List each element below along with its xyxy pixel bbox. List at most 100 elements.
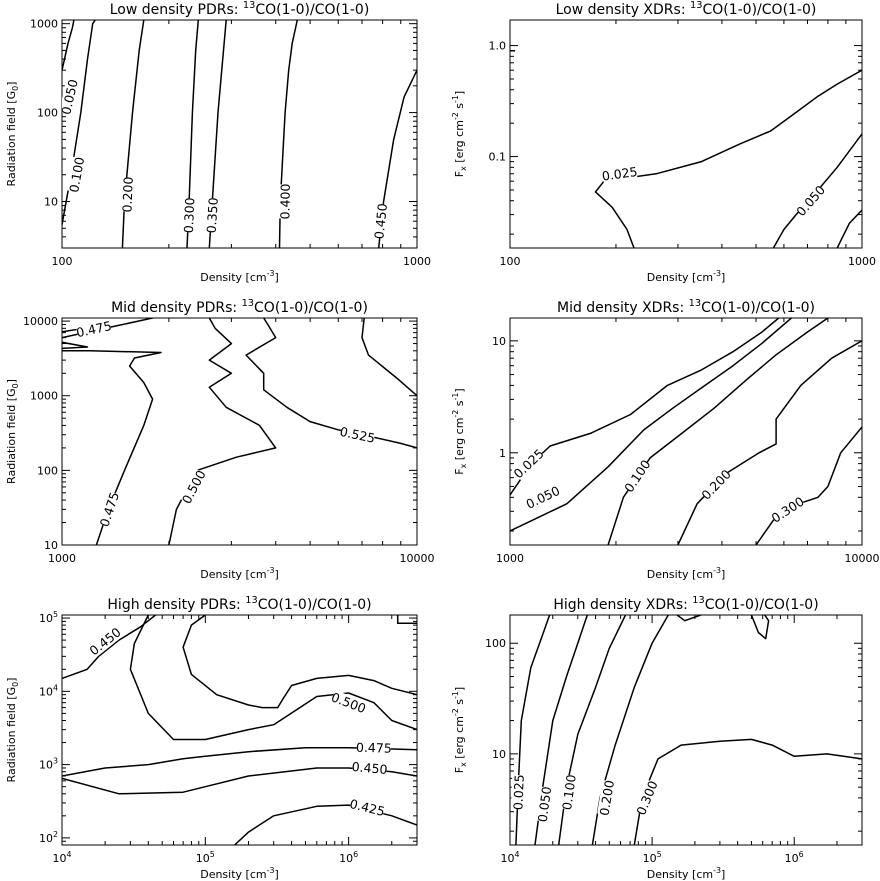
contour-label-bg [277, 184, 293, 219]
contour-label: 0.500 [179, 468, 209, 507]
contour-label-bg [601, 164, 638, 184]
contour-level-text: 0.300 [633, 778, 660, 817]
contour-label: 0.025 [601, 164, 639, 184]
contour-label-bg [524, 483, 562, 511]
contour-label: 0.400 [277, 183, 293, 219]
contour-line-0.500 [129, 615, 417, 741]
contour-label: 0.350 [204, 197, 221, 234]
y-tick-label: 100 [37, 107, 58, 120]
contour-line [836, 209, 862, 248]
x-tick-label: 1000 [496, 552, 524, 565]
x-tick-label: 10000 [845, 552, 880, 565]
contour-label: 0.450 [371, 203, 390, 240]
x-axis-label: Density [cm-3​] [647, 269, 726, 284]
x-tick-label: 1000 [848, 255, 876, 268]
y-tick-label: 103​ [39, 757, 58, 772]
plot-frame [509, 19, 863, 249]
contour-level-text: 0.350 [204, 197, 221, 234]
y-tick-label: 102​ [39, 830, 58, 845]
y-tick-label: 100 [485, 637, 506, 650]
contour-level-text: 0.200 [597, 779, 618, 817]
contour-level-text: 0.050 [793, 182, 828, 219]
contour-line [676, 615, 702, 622]
contour-level-text: 0.450 [371, 203, 390, 240]
contour-level-text: 0.425 [348, 796, 386, 819]
contour-label-bg [769, 494, 806, 525]
contour-line-0.050 [510, 318, 793, 532]
contour-label-bg [66, 156, 87, 193]
contour-line [182, 615, 417, 709]
contour-line-0.050 [62, 20, 75, 71]
x-tick-label: 10000 [400, 552, 435, 565]
contour-line-0.475 [62, 746, 417, 777]
contour-label: 0.050 [793, 182, 828, 219]
contour-line-0.300 [755, 426, 862, 545]
y-tick-label: 1000 [30, 18, 58, 31]
contour-label: 0.300 [181, 197, 198, 233]
contour-line-0.475 [62, 350, 162, 545]
contour-label: 0.475 [97, 490, 123, 529]
contour-level-text: 0.100 [66, 156, 87, 194]
x-tick-label: 105​ [643, 850, 662, 865]
contour-label: 0.200 [597, 779, 618, 817]
y-tick-label: 1000 [30, 390, 58, 403]
contour-label: 0.300 [633, 778, 660, 817]
contour-label: 0.200 [698, 466, 734, 502]
contour-label-bg [179, 468, 208, 506]
contour-line-0.525 [245, 318, 417, 449]
y-axis-label: Radiation field [G0​] [5, 379, 20, 484]
contour-label: 0.050 [535, 786, 555, 824]
panel-6: High density XDRs: 13​CO(1-0)/CO(1-0) Den… [451, 595, 863, 881]
x-axis-label: Density [cm-3​] [647, 866, 726, 881]
x-axis-label: Density [cm-3​] [647, 566, 726, 581]
x-axis-label: Density [cm-3​] [200, 269, 279, 284]
contour-label-bg [597, 779, 617, 816]
contour-level-text: 0.300 [181, 197, 198, 233]
contour-level-text: 0.025 [510, 774, 526, 810]
contour-label: 0.475 [75, 318, 113, 340]
contour-level-text: 0.050 [524, 483, 563, 512]
contour-level-text: 0.525 [338, 424, 376, 446]
panel-3: Mid density PDRs: 13​CO(1-0)/CO(1-0) Dens… [5, 298, 435, 581]
panel-1: Low density PDRs: 13​CO(1-0)/CO(1-0) Dens… [5, 0, 431, 284]
contour-label-bg [621, 457, 653, 495]
contour-line-0.500 [168, 318, 277, 545]
contour-level-text: 0.025 [601, 164, 639, 184]
x-tick-label: 104​ [500, 850, 519, 865]
contours: 0.475 0.475 0.500 0.525 [62, 318, 417, 545]
y-tick-label: 100 [37, 464, 58, 477]
contour-line-0.300 [633, 738, 862, 845]
contour-level-text: 0.450 [351, 759, 388, 777]
x-tick-label: 106​ [339, 850, 358, 865]
panel-5: High density PDRs: 13​CO(1-0)/CO(1-0) Den… [5, 595, 418, 881]
contour-label-bg [510, 774, 527, 810]
panel-title: Low density PDRs: 13​CO(1-0)/CO(1-0) [110, 0, 370, 18]
contour-level-text: 0.100 [559, 773, 579, 811]
plot-frame [509, 614, 863, 846]
contour-label: 0.450 [351, 759, 388, 777]
contour-label-bg [794, 183, 828, 219]
contour-line [361, 318, 417, 397]
contour-level-text: 0.200 [119, 176, 136, 212]
x-tick-label: 100 [52, 255, 73, 268]
contour-label-bg [356, 740, 392, 756]
x-axis-label: Density [cm-3​] [200, 866, 279, 881]
panel-title: High density XDRs: 13​CO(1-0)/CO(1-0) [553, 595, 818, 613]
contour-label-bg [634, 779, 660, 817]
y-axis-label: Radiation field [G0​] [5, 82, 20, 187]
contour-label-bg [330, 690, 367, 716]
contour-level-text: 0.400 [277, 183, 293, 219]
contour-label-bg [97, 491, 122, 528]
contour-label-bg [535, 786, 554, 823]
panel-4: Mid density XDRs: 13​CO(1-0)/CO(1-0) Dens… [451, 298, 880, 581]
contour-label: 0.200 [119, 176, 136, 212]
contour-line-0.200 [121, 20, 145, 248]
contour-label-bg [339, 424, 376, 446]
contour-level-text: 0.500 [179, 468, 209, 507]
y-tick-label: 104​ [39, 683, 58, 698]
contour-level-text: 0.300 [769, 494, 807, 526]
contour-level-text: 0.475 [97, 490, 123, 529]
